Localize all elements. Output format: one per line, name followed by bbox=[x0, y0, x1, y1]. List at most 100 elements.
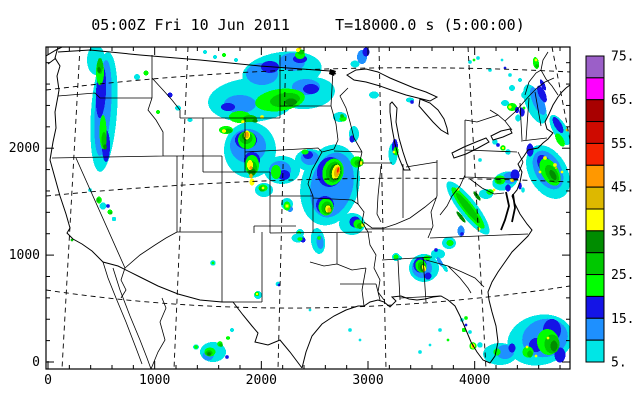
axis-frame-layer bbox=[45, 46, 571, 370]
x-axis-tick-label: 4000 bbox=[459, 373, 490, 388]
echo-blob bbox=[434, 248, 438, 252]
echo-blob bbox=[505, 184, 511, 192]
echo-blob bbox=[249, 178, 255, 186]
colorbar-cell bbox=[585, 339, 605, 363]
echo-blob bbox=[340, 114, 344, 118]
echo-blob bbox=[99, 202, 107, 210]
y-axis-tick-label: 1000 bbox=[9, 248, 40, 263]
echo-blob bbox=[225, 355, 229, 359]
x-axis-tick-label: 0 bbox=[44, 373, 52, 388]
echo-blob bbox=[96, 197, 100, 203]
echo-blob bbox=[492, 139, 498, 145]
echo-blob bbox=[477, 342, 483, 348]
echo-blob bbox=[560, 170, 564, 174]
echo-blob bbox=[500, 58, 504, 62]
x-axis-tick-label: 1000 bbox=[139, 373, 170, 388]
echo-blob bbox=[455, 192, 481, 224]
echo-blob bbox=[456, 211, 466, 223]
echo-blob bbox=[543, 156, 547, 160]
colorbar-cell bbox=[585, 230, 605, 254]
echo-blob bbox=[438, 328, 442, 332]
echo-blob bbox=[303, 84, 319, 94]
echo-blob bbox=[510, 169, 520, 181]
great-lakes bbox=[346, 68, 513, 171]
parallel-line bbox=[46, 285, 570, 309]
us-basemap-layer bbox=[46, 47, 570, 369]
colorbar-cell bbox=[585, 99, 605, 123]
y-axis-tick-label: 2000 bbox=[9, 141, 40, 156]
echo-blob bbox=[271, 165, 281, 179]
colorbar-cell bbox=[585, 295, 605, 319]
echo-blob bbox=[194, 345, 198, 349]
echo-blob bbox=[550, 340, 558, 352]
axis-labels: 0 1000 2000 3000 4000 0 1000 2000 bbox=[9, 141, 491, 388]
echo-blob bbox=[219, 343, 223, 347]
echo-blob bbox=[535, 64, 539, 68]
echo-blob bbox=[515, 114, 521, 122]
echo-blob bbox=[308, 308, 312, 312]
meridian-line bbox=[173, 47, 189, 369]
echo-blob bbox=[534, 58, 538, 62]
echo-blob bbox=[134, 74, 140, 80]
plot-title: 05:00Z Fri 10 Jun 2011 T=18000.0 s (5:00… bbox=[91, 16, 525, 34]
echo-blob bbox=[224, 128, 232, 134]
echo-blob bbox=[493, 348, 501, 356]
echo-blob bbox=[203, 50, 207, 54]
echo-blob bbox=[501, 146, 505, 150]
echo-blob bbox=[393, 254, 399, 260]
echo-blob bbox=[507, 103, 517, 111]
echo-blob bbox=[537, 85, 547, 103]
x-axis-tick-label: 2000 bbox=[246, 373, 277, 388]
echo-blob bbox=[518, 78, 522, 82]
echo-blob bbox=[369, 91, 379, 99]
echo-blob bbox=[207, 352, 211, 356]
echo-blob bbox=[143, 70, 149, 76]
echo-blob bbox=[549, 170, 557, 180]
echo-blob bbox=[109, 211, 113, 215]
echo-blob bbox=[285, 98, 297, 106]
chesapeake-bay bbox=[500, 191, 516, 231]
echo-blob bbox=[552, 117, 564, 133]
echo-blob bbox=[103, 144, 107, 150]
mexico-lines bbox=[102, 261, 167, 369]
echo-blob bbox=[522, 106, 526, 110]
echo-blob bbox=[468, 330, 472, 334]
echo-blob bbox=[252, 119, 258, 123]
echo-blob bbox=[539, 79, 547, 91]
echo-blob bbox=[473, 191, 481, 201]
echo-blob bbox=[553, 163, 557, 167]
echo-blob bbox=[442, 263, 448, 273]
echo-blob bbox=[111, 216, 117, 222]
echo-blob bbox=[156, 110, 160, 114]
meridian-line bbox=[378, 47, 387, 369]
colorbar-cell bbox=[585, 142, 605, 166]
echo-blob bbox=[555, 167, 557, 169]
echo-blob bbox=[496, 143, 500, 147]
echo-blob bbox=[225, 336, 231, 340]
echo-blob bbox=[211, 261, 215, 265]
echo-blob bbox=[249, 173, 253, 179]
colorbar-tick-label: 25. bbox=[611, 268, 634, 283]
colorbar-cell bbox=[585, 186, 605, 210]
echo-blob bbox=[521, 187, 525, 193]
echo-blob bbox=[555, 133, 565, 147]
echo-blob bbox=[410, 100, 414, 104]
echo-blob bbox=[418, 350, 422, 354]
echo-blob bbox=[234, 58, 238, 62]
colorbar-tick-label: 35. bbox=[611, 224, 634, 239]
echo-blob bbox=[221, 103, 235, 111]
echo-blob bbox=[317, 236, 321, 240]
echo-blob bbox=[187, 118, 193, 122]
echo-blob bbox=[501, 100, 509, 106]
echo-blob bbox=[424, 272, 432, 280]
plot-frame bbox=[45, 46, 571, 370]
echo-blob bbox=[492, 188, 496, 192]
echo-blob bbox=[101, 132, 107, 148]
colorbar-tick-label: 75. bbox=[611, 50, 634, 65]
echo-blob bbox=[464, 323, 468, 327]
echo-blob bbox=[472, 58, 476, 62]
echo-blob bbox=[530, 87, 546, 115]
echo-blob bbox=[245, 131, 249, 137]
colorbar-cell bbox=[585, 121, 605, 144]
